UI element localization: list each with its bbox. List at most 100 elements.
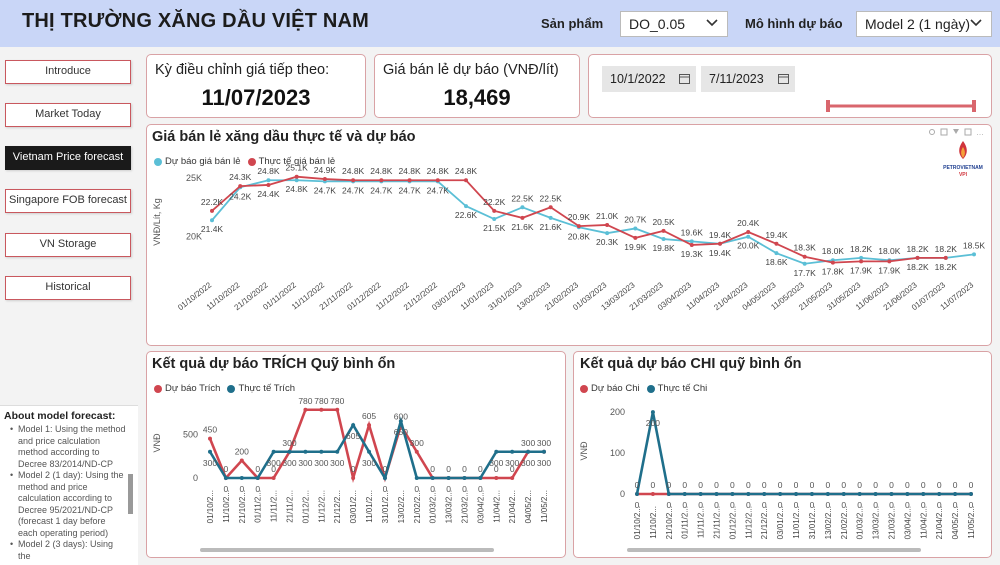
flame-inner-icon <box>961 147 965 158</box>
actual-point <box>859 259 864 264</box>
trich-chart-legend: Dự báo Trích Thực tế Trích <box>154 383 298 394</box>
calendar-icon <box>778 74 789 84</box>
forecast-data-label: 0 <box>921 480 926 490</box>
date-range-slider[interactable] <box>820 98 980 114</box>
actual-data-label: 0 <box>255 484 260 494</box>
actual-data-label: 0 <box>430 484 435 494</box>
forecast-data-label: 605 <box>362 411 376 421</box>
x-tick-label: 21/02/2... <box>413 490 422 523</box>
actual-data-label: 0 <box>921 500 926 510</box>
slider-end-handle[interactable] <box>972 100 976 112</box>
actual-point <box>542 449 546 454</box>
forecast-data-label: 300 <box>282 438 296 448</box>
nav-vietnam-price-forecast-button[interactable]: Vietnam Price forecast <box>5 146 131 170</box>
actual-point <box>746 492 751 496</box>
chevron-down-icon <box>970 19 982 27</box>
actual-data-label: 0 <box>953 500 958 510</box>
forecast-data-label: 20.0K <box>737 241 760 251</box>
forecast-data-label: 0 <box>224 464 229 474</box>
forecast-data-label: 780 <box>330 396 344 406</box>
legend-item-actual[interactable]: Thực tế giá bán lẻ <box>247 156 335 167</box>
forecast-data-label: 0 <box>714 480 719 490</box>
forecast-data-label: 0 <box>478 464 483 474</box>
actual-data-label: 0 <box>762 500 767 510</box>
x-tick-label: 21/03/2... <box>460 490 469 523</box>
actual-data-label: 18.2K <box>935 262 958 272</box>
start-date-input[interactable]: 10/1/2022 <box>602 66 696 92</box>
nav-singapore-fob-forecast-button[interactable]: Singapore FOB forecast <box>5 189 131 213</box>
next-adjust-value: 11/07/2023 <box>201 85 311 110</box>
product-select[interactable]: DO_0.05 <box>620 11 728 37</box>
actual-data-label: 0 <box>446 484 451 494</box>
actual-data-label: 24.9K <box>314 165 337 175</box>
forecast-point <box>548 215 553 220</box>
horizontal-scrollbar <box>627 548 921 552</box>
forecast-point <box>633 226 638 231</box>
forecast-data-label: 450 <box>203 425 217 435</box>
actual-data-label: 0 <box>635 500 640 510</box>
legend-item-chi-actual[interactable]: Thực tế Chi <box>646 383 707 394</box>
about-model-panel[interactable]: About model forecast: Model 1: Using the… <box>0 405 138 565</box>
actual-data-label: 0 <box>905 500 910 510</box>
actual-point <box>650 410 655 415</box>
y-tick-label: 20K <box>186 232 202 242</box>
x-tick-label: 11/04/2... <box>492 490 501 523</box>
trich-chart-title: Kết quả dự báo TRÍCH Quỹ bình ổn <box>152 356 396 372</box>
x-tick-label: 11/05/2... <box>967 506 976 539</box>
slider-start-handle[interactable] <box>826 100 830 112</box>
forecast-data-label: 600 <box>394 412 408 422</box>
forecast-data-label: 24.7K <box>427 185 450 195</box>
x-tick-label: 04/05/2... <box>524 490 533 523</box>
forecast-point <box>271 476 276 480</box>
more-icon[interactable]: … <box>976 128 984 137</box>
nav-vn-storage-button[interactable]: VN Storage <box>5 233 131 257</box>
about-item-model-2-1day: Model 2 (1 day): Using the method and pr… <box>10 470 126 539</box>
y-tick-label: 200 <box>610 407 625 417</box>
legend-item-trich-actual[interactable]: Thực tế Trích <box>227 383 295 394</box>
filter-icon[interactable] <box>953 129 959 134</box>
forecast-data-label: 22.6K <box>455 210 478 220</box>
actual-data-label: 19.4K <box>709 248 732 258</box>
actual-point <box>367 449 372 454</box>
main-price-chart[interactable]: 20K 25K VNĐ/Lít, Kg 21.4K 22.2K 24.2K 24.3K 24.… <box>146 124 992 346</box>
end-date-input[interactable]: 7/11/2023 <box>701 66 795 92</box>
nav-historical-button[interactable]: Historical <box>5 276 131 300</box>
copy-icon[interactable] <box>940 128 948 136</box>
actual-point <box>210 208 214 213</box>
actual-point <box>635 492 639 496</box>
actual-data-label: 24.8K <box>427 166 450 176</box>
nav-introduce-button[interactable]: Introduce <box>5 60 131 84</box>
forecast-data-label: 0 <box>762 480 767 490</box>
model-select[interactable]: Model 2 (1 ngày) <box>856 11 992 37</box>
actual-data-label: 0 <box>873 500 878 510</box>
forecast-line <box>208 408 544 484</box>
actual-data-label: 20.4K <box>737 218 760 228</box>
forecast-point <box>335 407 340 412</box>
actual-point <box>576 224 581 229</box>
forecast-point <box>774 251 779 256</box>
forecast-data-label: 24.7K <box>314 185 337 195</box>
forecast-point <box>208 436 212 441</box>
forecast-data-label: 20.8K <box>568 231 591 241</box>
about-scrollbar[interactable] <box>128 474 133 514</box>
forecast-data-label: 0 <box>825 480 830 490</box>
x-tick-label: 11/12/2... <box>744 506 753 539</box>
nav-market-today-button[interactable]: Market Today <box>5 103 131 127</box>
x-tick-label: 21/12/2... <box>760 506 769 539</box>
pin-icon[interactable] <box>929 129 935 135</box>
actual-data-label: 17.9K <box>878 265 901 275</box>
forecast-point <box>520 205 525 210</box>
legend-item-chi-forecast[interactable]: Dự báo Chi <box>580 383 640 394</box>
y-axis-label: VNĐ <box>579 441 589 461</box>
x-tick-label: 11/01/2... <box>365 490 374 523</box>
x-tick-label: 21/10/2... <box>238 490 247 523</box>
legend-item-trich-forecast[interactable]: Dự báo Trích <box>154 383 220 394</box>
retail-forecast-value: 18,469 <box>443 85 511 110</box>
legend-item-forecast[interactable]: Dự báo giá bán lẻ <box>154 156 241 167</box>
x-tick-label: 11/11/2... <box>697 506 706 538</box>
forecast-point <box>972 252 976 257</box>
forecast-data-label: 0 <box>778 480 783 490</box>
focus-icon[interactable] <box>964 128 972 136</box>
